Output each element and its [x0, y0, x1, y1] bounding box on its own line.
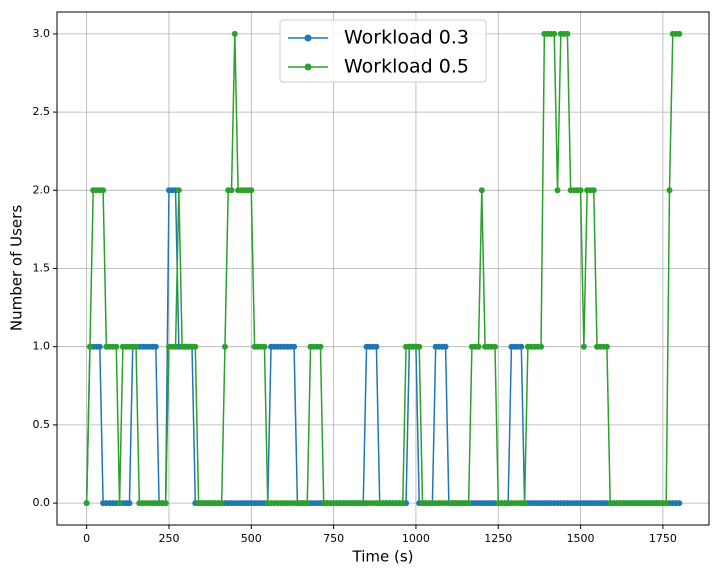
legend-label: Workload 0.5 — [344, 56, 469, 78]
marker — [554, 187, 561, 194]
marker — [538, 343, 545, 350]
x-tick-label: 250 — [158, 532, 179, 545]
marker — [518, 343, 525, 350]
marker — [291, 343, 298, 350]
x-axis-label: Time (s) — [352, 548, 414, 566]
legend: Workload 0.3 Workload 0.5 — [279, 19, 487, 83]
marker — [551, 30, 558, 37]
marker — [521, 500, 528, 507]
marker — [86, 343, 93, 350]
marker — [83, 500, 90, 507]
marker — [373, 343, 380, 350]
y-tick-label: 1.5 — [33, 262, 51, 275]
x-tick-label: 1000 — [402, 532, 430, 545]
legend-marker — [304, 63, 312, 71]
marker — [465, 500, 472, 507]
marker — [126, 500, 133, 507]
plot-frame — [56, 11, 710, 526]
x-tick-label: 750 — [323, 532, 344, 545]
legend-label: Workload 0.3 — [344, 27, 469, 49]
marker — [248, 187, 255, 194]
marker — [172, 343, 179, 350]
y-tick-label: 2.0 — [33, 183, 51, 196]
y-tick-label: 1.0 — [33, 340, 51, 353]
marker — [152, 343, 159, 350]
y-tick-label: 0.0 — [33, 496, 51, 509]
marker — [228, 187, 235, 194]
marker — [475, 343, 482, 350]
marker — [218, 500, 225, 507]
y-tick-label: 0.5 — [33, 418, 51, 431]
legend-box — [279, 19, 487, 83]
legend-marker — [304, 34, 312, 42]
x-tick-label: 1750 — [649, 532, 677, 545]
marker — [317, 343, 324, 350]
marker — [663, 500, 670, 507]
marker — [261, 343, 268, 350]
marker — [100, 187, 107, 194]
marker — [564, 30, 571, 37]
marker — [676, 30, 683, 37]
y-tick-label: 2.5 — [33, 105, 51, 118]
marker — [162, 500, 169, 507]
marker — [192, 343, 199, 350]
y-tick-label: 3.0 — [33, 27, 51, 40]
marker — [676, 500, 683, 507]
y-axis-label: Number of Users — [8, 205, 26, 331]
marker — [304, 500, 311, 507]
marker — [416, 343, 423, 350]
marker — [577, 187, 584, 194]
x-tick-label: 1250 — [484, 532, 512, 545]
marker — [221, 343, 228, 350]
marker — [133, 343, 140, 350]
marker — [580, 343, 587, 350]
marker — [96, 343, 103, 350]
marker — [491, 343, 498, 350]
x-tick-label: 1500 — [567, 532, 595, 545]
marker — [442, 343, 449, 350]
marker — [113, 343, 120, 350]
marker — [399, 500, 406, 507]
x-tick-label: 500 — [241, 532, 262, 545]
marker — [603, 343, 610, 350]
series — [83, 30, 683, 507]
marker — [175, 187, 182, 194]
marker — [231, 30, 238, 37]
marker — [666, 187, 673, 194]
marker — [590, 187, 597, 194]
x-tick-label: 0 — [83, 532, 90, 545]
marker — [116, 500, 123, 507]
marker — [478, 187, 485, 194]
